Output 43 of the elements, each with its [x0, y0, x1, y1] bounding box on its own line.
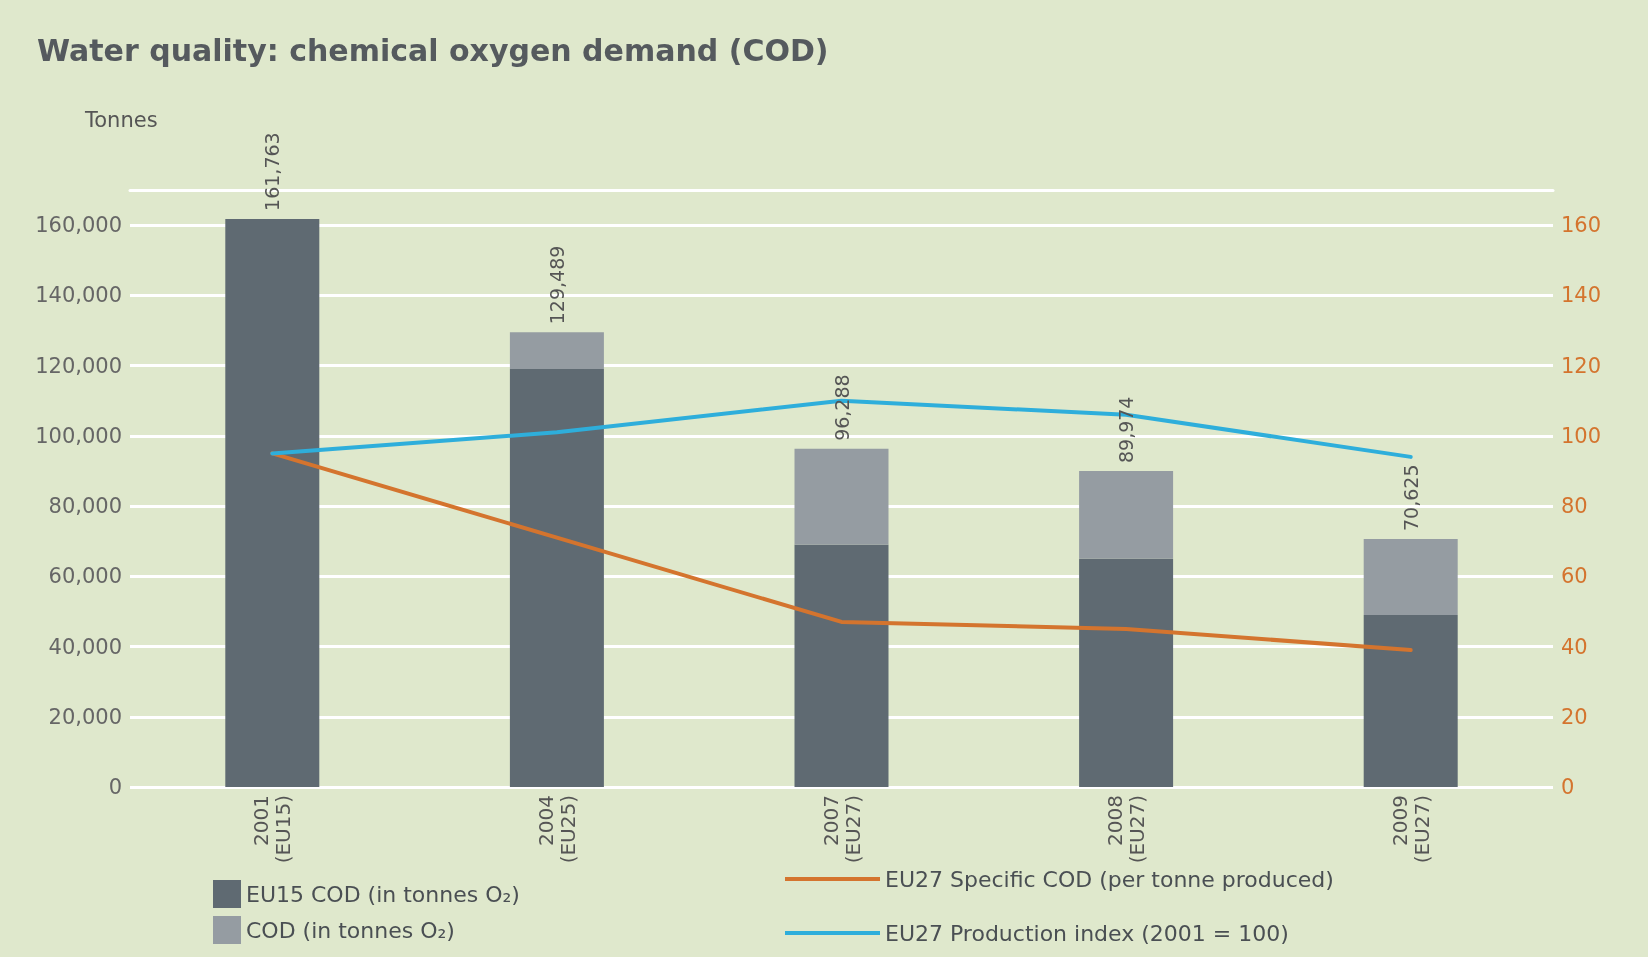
y-tick-label: 0 — [108, 775, 122, 799]
x-tick-label: 2007 (EU27) — [818, 795, 865, 864]
total-label: 89,974 — [1115, 396, 1138, 464]
bar — [509, 369, 604, 787]
y-tick-label: 40,000 — [48, 634, 122, 659]
x-tick-label: 2004 (EU25) — [533, 795, 580, 864]
y2-tick-label: 40 — [1561, 634, 1588, 659]
y-tick-label: 160,000 — [35, 213, 122, 238]
bar — [1363, 538, 1458, 615]
y2-tick-label: 0 — [1561, 775, 1575, 799]
total-label: 70,625 — [1399, 464, 1422, 531]
x-tick-label: 2001 (EU15) — [249, 795, 296, 864]
legend-label: EU15 COD (in tonnes O₂) — [246, 881, 520, 907]
y2-tick-label: 120 — [1561, 353, 1602, 378]
total-label: 161,763 — [261, 132, 284, 211]
y-tick-label: 60,000 — [48, 564, 122, 589]
y-tick-label: 20,000 — [48, 704, 122, 729]
y2-tick-label: 80 — [1561, 494, 1588, 519]
y2-tick-label: 140 — [1561, 283, 1602, 308]
y-axis-title: Tonnes — [84, 107, 158, 132]
legend-label: EU27 Production index (2001 = 100) — [885, 920, 1289, 946]
chart-title: Water quality: chemical oxygen demand (COD) — [37, 32, 829, 68]
bar — [1079, 471, 1174, 559]
bar — [794, 544, 889, 787]
y-tick-label: 120,000 — [35, 353, 122, 378]
legend-label: EU27 Specific COD (per tonne produced) — [885, 866, 1334, 892]
x-tick-label: 2009 (EU27) — [1387, 795, 1434, 864]
bar — [509, 332, 604, 370]
x-tick-label: 2008 (EU27) — [1103, 795, 1150, 864]
bar — [794, 448, 889, 545]
y2-tick-label: 20 — [1561, 704, 1588, 729]
y2-tick-label: 160 — [1561, 213, 1602, 238]
bar — [1079, 558, 1174, 787]
y-tick-label: 80,000 — [48, 494, 122, 519]
y-tick-label: 140,000 — [35, 283, 122, 308]
y2-tick-label: 60 — [1561, 564, 1588, 589]
y2-tick-label: 100 — [1561, 423, 1602, 448]
bar — [225, 218, 320, 787]
total-label: 96,288 — [830, 374, 853, 441]
y-tick-label: 100,000 — [35, 423, 122, 448]
legend-label: COD (in tonnes O₂) — [246, 917, 455, 943]
total-label: 129,489 — [545, 245, 568, 325]
bar — [1363, 614, 1458, 787]
